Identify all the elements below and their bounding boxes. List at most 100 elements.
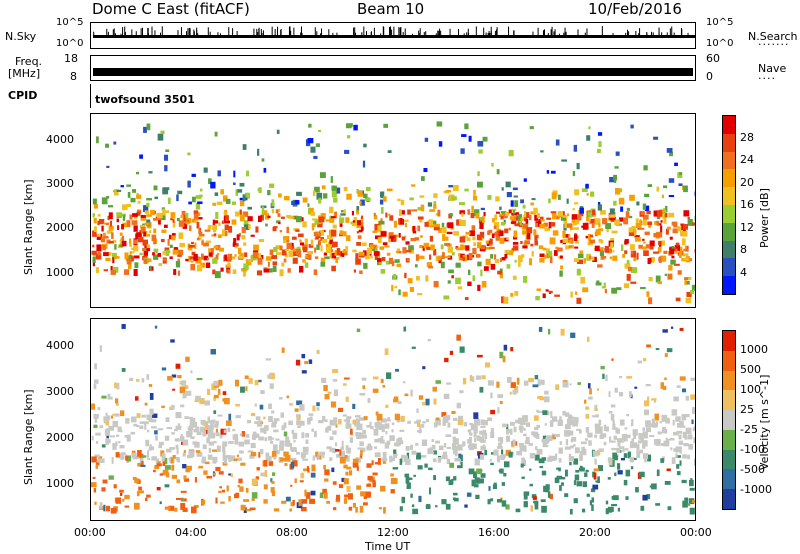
power-cell bbox=[564, 221, 567, 229]
velocity-cell bbox=[468, 443, 474, 451]
power-cell bbox=[171, 233, 176, 238]
power-cell bbox=[129, 251, 132, 255]
velocity-cell bbox=[489, 458, 492, 462]
power-cell bbox=[258, 187, 262, 194]
velocity-cell bbox=[167, 376, 173, 381]
velocity-cell bbox=[389, 435, 395, 442]
power-cell bbox=[343, 209, 346, 214]
velocity-cell bbox=[356, 426, 360, 431]
power-cell bbox=[255, 226, 259, 233]
power-cell bbox=[191, 173, 196, 177]
velocity-cell bbox=[611, 440, 616, 443]
velocity-cell bbox=[467, 429, 472, 433]
velocity-cell bbox=[594, 404, 598, 410]
nsky-spike bbox=[288, 26, 290, 36]
power-cell bbox=[613, 200, 617, 206]
velocity-cell bbox=[629, 391, 632, 398]
velocity-cell bbox=[233, 458, 238, 462]
velocity-cell bbox=[363, 502, 368, 506]
power-cell bbox=[508, 149, 514, 157]
velocity-cell bbox=[251, 492, 258, 499]
power-cell bbox=[227, 253, 233, 261]
power-cell bbox=[248, 259, 252, 263]
colorbar-segment bbox=[723, 489, 735, 510]
power-cell bbox=[367, 247, 373, 254]
power-cell bbox=[356, 241, 362, 246]
velocity-cell bbox=[405, 476, 410, 484]
power-cell bbox=[311, 225, 315, 231]
velocity-cell bbox=[146, 450, 150, 458]
velocity-cell bbox=[538, 458, 545, 464]
velocity-cell bbox=[687, 503, 691, 506]
velocity-cell bbox=[592, 450, 599, 457]
power-cell bbox=[506, 252, 511, 255]
power-cell bbox=[121, 213, 126, 217]
velocity-cell bbox=[171, 474, 178, 479]
power-cell bbox=[485, 240, 489, 244]
velocity-cell bbox=[289, 403, 293, 406]
velocity-cell bbox=[414, 421, 418, 424]
power-cell bbox=[128, 238, 132, 245]
nsky-spike bbox=[373, 27, 375, 36]
colorbar-segment bbox=[723, 410, 735, 431]
velocity-cell bbox=[578, 429, 582, 434]
velocity-cell bbox=[341, 440, 344, 448]
velocity-cell bbox=[645, 383, 651, 387]
velocity-cell bbox=[550, 411, 553, 418]
power-cell bbox=[577, 253, 584, 259]
power-cell bbox=[188, 244, 195, 248]
velocity-cell bbox=[541, 457, 547, 461]
velocity-cell bbox=[545, 484, 550, 490]
power-cell bbox=[241, 235, 246, 240]
velocity-cell bbox=[250, 442, 256, 449]
velocity-cell bbox=[200, 419, 206, 425]
velocity-cell bbox=[595, 428, 602, 434]
velocity-cell bbox=[613, 435, 617, 440]
power-cell bbox=[377, 225, 382, 233]
velocity-cell bbox=[110, 415, 114, 419]
velocity-cell bbox=[500, 497, 503, 500]
power-cell bbox=[310, 146, 316, 153]
nsky-spike bbox=[584, 32, 586, 36]
velocity-cell bbox=[672, 420, 675, 426]
power-cell bbox=[540, 219, 545, 222]
power-cell bbox=[461, 212, 464, 217]
nsky-spike bbox=[673, 32, 675, 36]
velocity-cell bbox=[126, 455, 131, 462]
power-cell bbox=[546, 217, 552, 220]
power-cell bbox=[133, 225, 138, 232]
velocity-cell bbox=[285, 440, 291, 447]
velocity-cell bbox=[241, 431, 246, 437]
power-cell bbox=[490, 263, 496, 270]
power-cell bbox=[234, 254, 237, 257]
velocity-cell bbox=[675, 453, 678, 458]
power-cell bbox=[624, 250, 628, 254]
velocity-cell bbox=[94, 419, 97, 423]
nsky-spike bbox=[565, 31, 567, 36]
velocity-cell bbox=[407, 420, 411, 424]
power-cell bbox=[524, 240, 530, 245]
power-cell bbox=[248, 224, 251, 230]
power-cell bbox=[667, 273, 673, 280]
velocity-cell bbox=[366, 484, 371, 487]
velocity-cell bbox=[196, 431, 202, 436]
velocity-cell bbox=[571, 436, 577, 442]
velocity-cell bbox=[299, 404, 305, 411]
power-cell bbox=[522, 230, 527, 235]
power-cell bbox=[492, 218, 495, 223]
velocity-cell bbox=[597, 476, 600, 484]
power-cell bbox=[665, 205, 668, 213]
colorbar-segment bbox=[723, 151, 735, 170]
velocity-cell bbox=[173, 507, 178, 512]
velocity-cell bbox=[131, 450, 136, 455]
power-cell bbox=[193, 253, 198, 261]
velocity-cell bbox=[195, 426, 199, 433]
velocity-cell bbox=[103, 416, 109, 422]
power-cell bbox=[340, 210, 344, 213]
nsky-spike bbox=[513, 30, 515, 36]
velocity-cell bbox=[433, 450, 437, 455]
power-cell bbox=[499, 268, 503, 273]
velocity-cell bbox=[544, 390, 549, 395]
velocity-cell bbox=[195, 395, 201, 401]
velocity-cell bbox=[490, 392, 493, 399]
